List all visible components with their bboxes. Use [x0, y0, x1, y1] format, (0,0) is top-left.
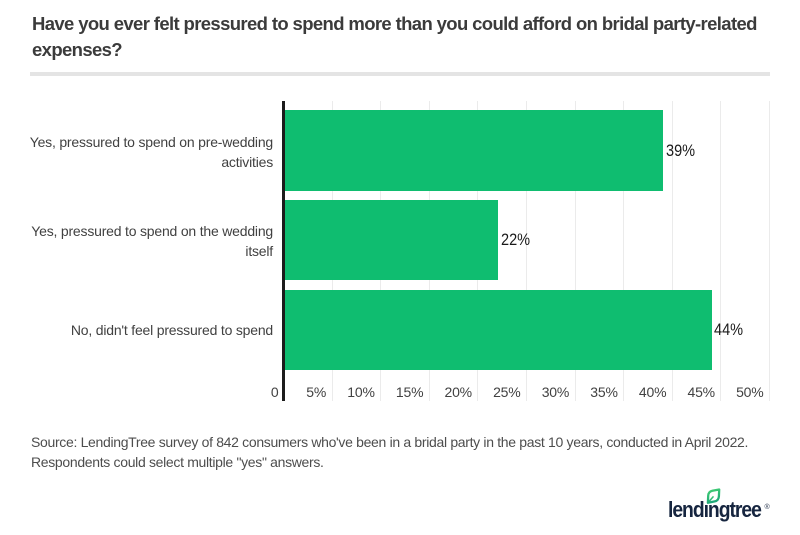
svg-text:®: ® — [765, 503, 771, 511]
